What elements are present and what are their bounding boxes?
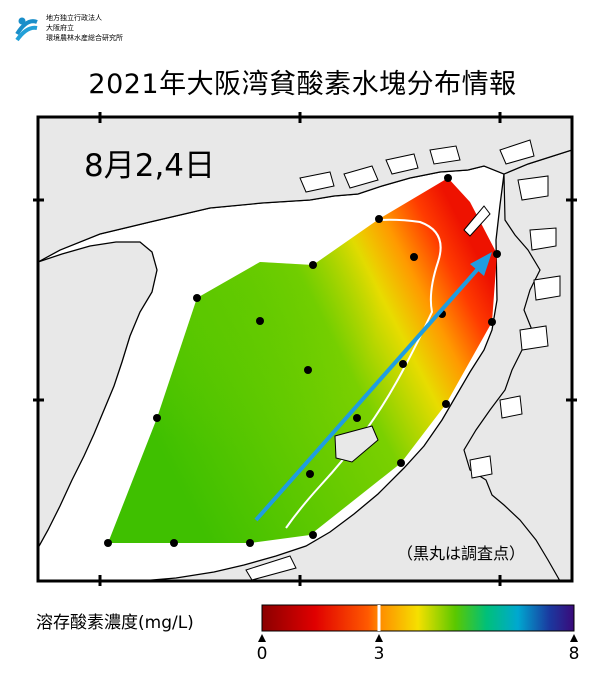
institute-name-line-3: 環境農林水産総合研究所 bbox=[46, 34, 123, 42]
institute-logo: 地方独立行政法人 大阪府立 環境農林水産総合研究所 bbox=[14, 10, 184, 50]
station-marker bbox=[444, 174, 452, 182]
station-marker bbox=[256, 317, 264, 325]
station-marker bbox=[193, 294, 201, 302]
transect-arrow bbox=[254, 252, 492, 522]
legend-tick-label: 8 bbox=[568, 644, 580, 664]
map-frame bbox=[36, 115, 574, 583]
station-marker bbox=[442, 400, 450, 408]
institute-name: 地方独立行政法人 大阪府立 環境農林水産総合研究所 bbox=[46, 13, 123, 43]
station-marker bbox=[306, 470, 314, 478]
station-marker bbox=[375, 215, 383, 223]
survey-stations bbox=[104, 174, 501, 547]
legend-title: 溶存酸素濃度(mg/L) bbox=[36, 613, 194, 633]
survey-date: 8月2,4日 bbox=[84, 148, 216, 184]
station-marker bbox=[304, 366, 312, 374]
station-marker bbox=[246, 539, 254, 547]
station-marker bbox=[309, 261, 317, 269]
station-marker bbox=[353, 414, 361, 422]
station-marker bbox=[488, 318, 496, 326]
station-marker bbox=[153, 414, 161, 422]
station-marker bbox=[104, 539, 112, 547]
station-marker bbox=[410, 253, 418, 261]
awaji-island bbox=[38, 241, 158, 550]
contour-3mgL bbox=[285, 218, 442, 529]
legend-tick-label: 3 bbox=[373, 644, 385, 664]
station-marker bbox=[309, 531, 317, 539]
station-marker bbox=[399, 360, 407, 368]
institute-logo-icon bbox=[15, 17, 38, 42]
institute-name-line-2: 大阪府立 bbox=[46, 24, 74, 32]
legend-tick-label: 0 bbox=[256, 644, 268, 664]
legend-colorbar bbox=[261, 604, 575, 632]
page-title: 2021年大阪湾貧酸素水塊分布情報 bbox=[88, 69, 517, 100]
station-note: （黒丸は調査点） bbox=[397, 544, 526, 563]
institute-name-line-1: 地方独立行政法人 bbox=[46, 14, 102, 22]
frame-ticks bbox=[33, 112, 577, 586]
legend-tick-marker bbox=[570, 634, 578, 642]
station-marker bbox=[493, 250, 501, 258]
harbour-outlines bbox=[245, 139, 561, 581]
station-marker bbox=[397, 459, 405, 467]
legend-tick-marker bbox=[375, 634, 383, 642]
station-marker bbox=[170, 539, 178, 547]
legend-tick-marker bbox=[258, 634, 266, 642]
